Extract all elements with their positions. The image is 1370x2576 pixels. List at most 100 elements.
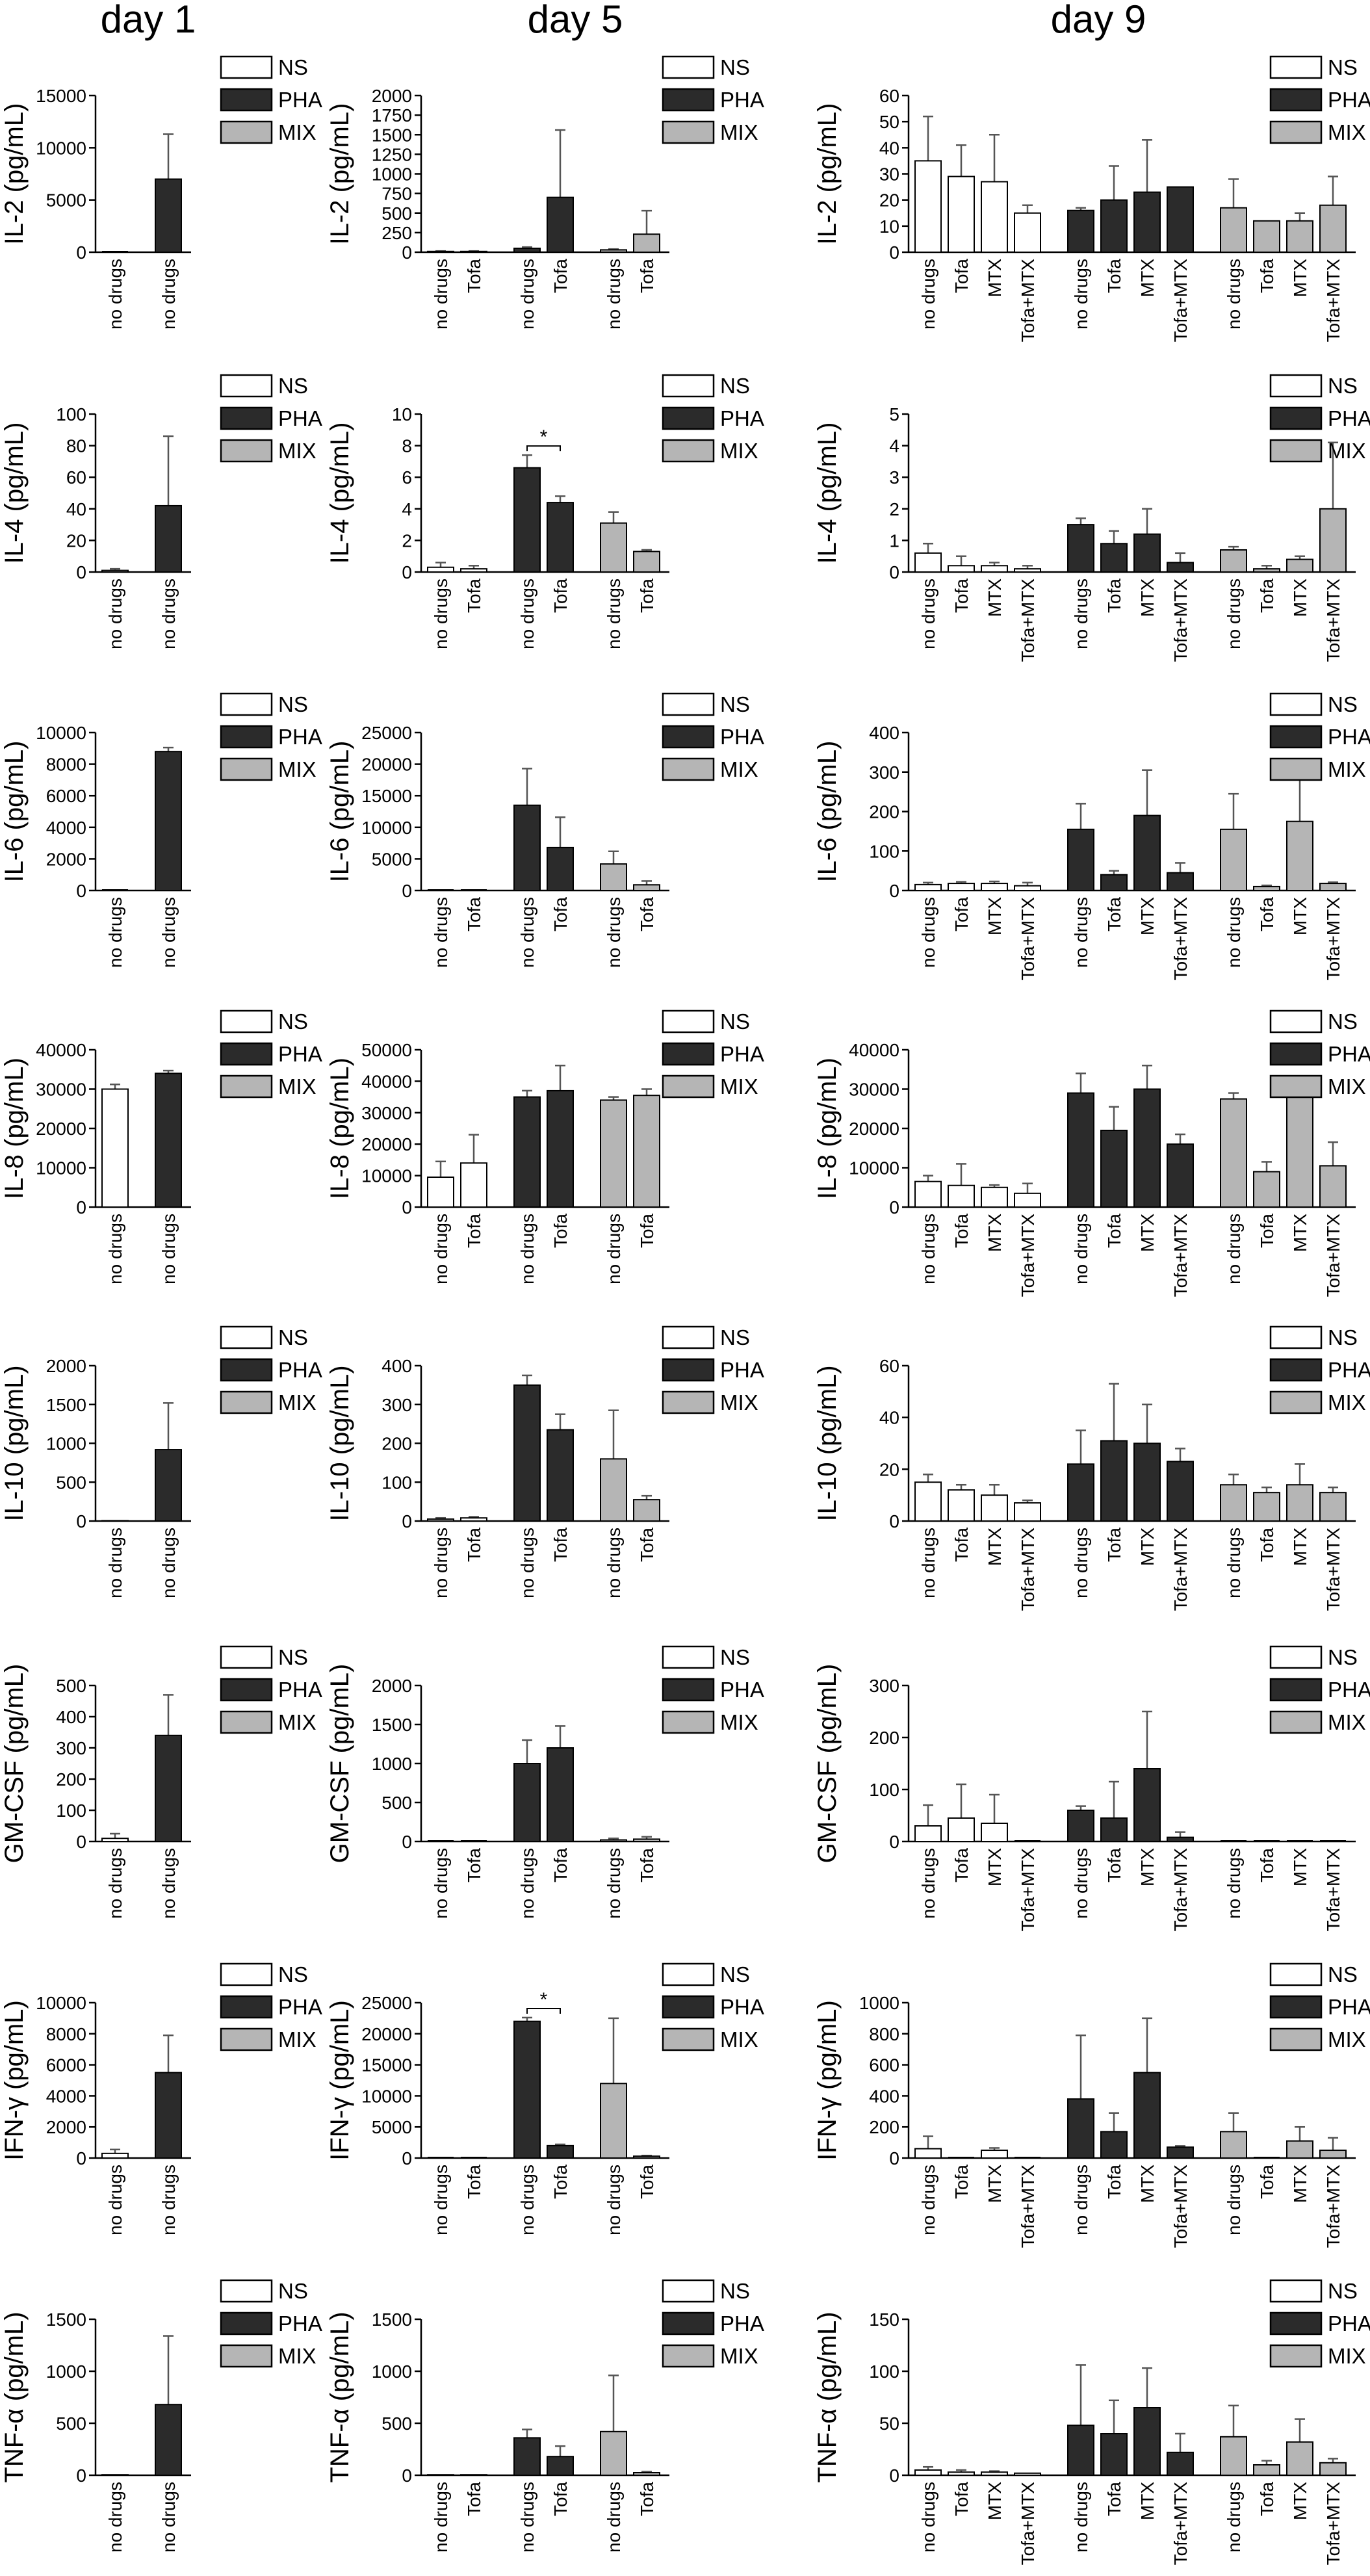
y-tick-label: 4000 (46, 818, 86, 838)
legend-swatch-ns (662, 1645, 715, 1669)
bar-mix (1220, 1484, 1247, 1522)
legend-label-mix: MIX (278, 2344, 317, 2368)
category-label: no drugs (918, 2482, 938, 2553)
category-label: Tofa+MTX (1323, 1848, 1343, 1932)
category-label: Tofa (1104, 259, 1124, 293)
bar-mix (1253, 885, 1280, 892)
category-label: Tofa (550, 897, 571, 931)
legend-swatch-mix (1269, 120, 1323, 144)
legend-swatch-pha (662, 725, 715, 749)
bar-pha (1133, 2072, 1161, 2159)
bar-ns (948, 883, 975, 891)
category-label: MTX (1290, 2482, 1310, 2520)
bar-pha (155, 751, 182, 892)
category-label: Tofa (1257, 1214, 1277, 1248)
category-label: Tofa+MTX (1323, 1214, 1343, 1297)
category-label: Tofa (951, 897, 972, 931)
category-label: no drugs (431, 259, 451, 330)
bar-mix (633, 1095, 660, 1208)
y-tick-label: 15000 (361, 2055, 412, 2075)
legend-label-mix: MIX (278, 439, 317, 463)
category-label: MTX (1290, 2165, 1310, 2203)
chart-tnfa-d9: 0 50 100 150 TNF-α (pg/mL) no drugs Tofa MTX Tof… (813, 2279, 1370, 2565)
category-label: Tofa (464, 259, 484, 293)
bar-mix (1253, 1492, 1280, 1522)
y-tick-label: 25000 (361, 1993, 412, 2013)
y-tick-label: 1000 (46, 1434, 86, 1454)
legend-swatch-ns (220, 1009, 273, 1034)
bar-pha (1133, 191, 1161, 253)
legend: NS PHA MIX (662, 1325, 764, 1414)
significance-bracket (526, 2007, 561, 2014)
category-label: Tofa (1257, 897, 1277, 931)
y-tick-label: 10000 (36, 1993, 86, 2013)
legend-swatch-pha (220, 1358, 273, 1382)
legend-label-ns: NS (720, 1009, 750, 1034)
category-label: no drugs (431, 897, 451, 968)
legend-label-pha: PHA (720, 1678, 764, 1702)
y-tick-label: 8000 (46, 755, 86, 775)
legend-swatch-pha (220, 1042, 273, 1066)
legend-label-ns: NS (1328, 1009, 1358, 1034)
y-tick-label: 2 (889, 499, 899, 519)
legend: NS PHA MIX (662, 55, 764, 144)
bar-pha (1167, 872, 1194, 891)
category-label: MTX (985, 1848, 1005, 1886)
bar-mix (1286, 2441, 1313, 2477)
legend-label-ns: NS (1328, 1325, 1358, 1349)
bar-pha (1100, 2433, 1128, 2476)
bar-pha (1167, 186, 1194, 254)
y-tick-label: 20 (879, 190, 899, 211)
category-label: Tofa (1104, 1848, 1124, 1882)
bar-ns (1014, 568, 1041, 573)
category-label: no drugs (918, 2165, 938, 2235)
category-label: MTX (985, 2165, 1005, 2203)
category-label: Tofa+MTX (1018, 1528, 1038, 1611)
y-tick-label: 1000 (372, 2361, 412, 2382)
y-tick-label: 2 (402, 530, 412, 551)
legend: NS PHA MIX (220, 374, 322, 463)
y-axis-label: IL-10 (pg/mL) (813, 1365, 842, 1521)
legend-swatch-pha (662, 1042, 715, 1066)
legend-swatch-pha (220, 406, 273, 430)
legend-swatch-ns (662, 1962, 715, 1986)
bar-mix (600, 2430, 627, 2477)
bar-pha (1167, 1461, 1194, 1522)
legend-swatch-ns (1269, 1962, 1323, 1986)
bar-pha (1067, 828, 1094, 892)
y-tick-label: 10 (392, 404, 412, 424)
legend: NS PHA MIX (1269, 374, 1370, 463)
legend-swatch-mix (220, 439, 273, 463)
legend-swatch-pha (1269, 1042, 1323, 1066)
legend-swatch-mix (220, 2344, 273, 2368)
category-label: no drugs (431, 1848, 451, 1919)
bar-pha (513, 1384, 541, 1522)
legend-swatch-pha (662, 406, 715, 430)
category-label: Tofa+MTX (1170, 2482, 1191, 2566)
category-label: Tofa+MTX (1323, 2165, 1343, 2248)
y-tick-label: 30000 (36, 1080, 86, 1100)
bar-mix (1220, 2131, 1247, 2159)
legend-swatch-mix (662, 120, 715, 144)
bar-ns (460, 1162, 487, 1208)
bar-ns (460, 568, 487, 573)
bar-mix (1319, 204, 1347, 254)
y-tick-label: 0 (889, 1511, 899, 1531)
bar-mix (1319, 1165, 1347, 1208)
category-label: MTX (1137, 1848, 1157, 1886)
y-tick-label: 0 (889, 2465, 899, 2486)
y-tick-label: 200 (869, 2117, 899, 2137)
category-label: Tofa (550, 1214, 571, 1248)
category-label: no drugs (1224, 259, 1244, 330)
y-axis-label: GM-CSF (pg/mL) (813, 1664, 842, 1864)
bar-mix (1220, 549, 1247, 573)
category-label: Tofa (637, 259, 657, 293)
y-tick-label: 4000 (46, 2086, 86, 2106)
y-tick-label: 4 (402, 499, 412, 519)
y-tick-label: 20000 (36, 1119, 86, 1139)
bar-pha (1100, 1440, 1128, 1522)
category-label: no drugs (1071, 1848, 1091, 1919)
bar-ns (948, 1489, 975, 1522)
category-label: MTX (985, 2482, 1005, 2520)
